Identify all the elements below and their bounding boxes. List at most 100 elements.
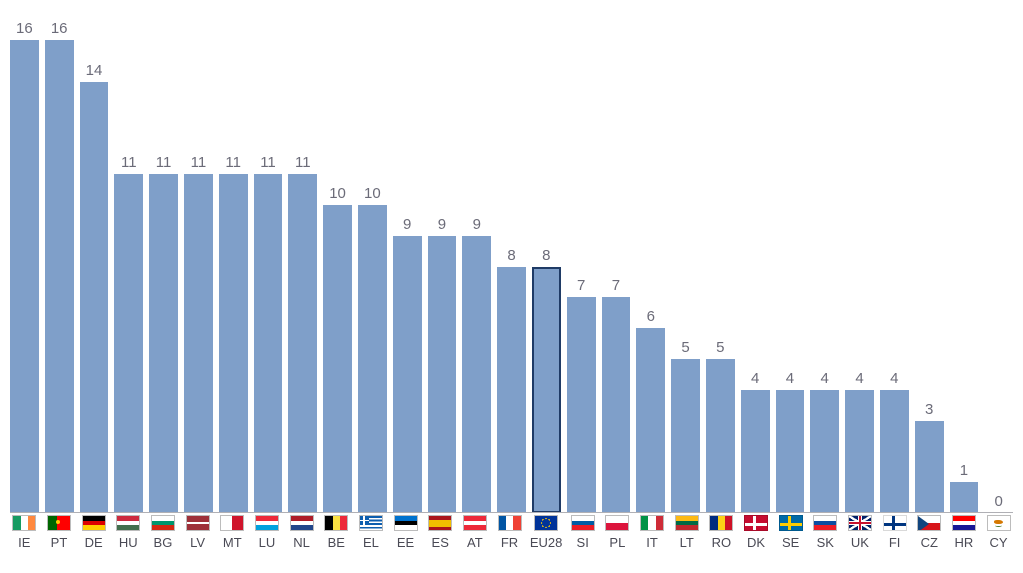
x-axis: IEPTDEHUBGLVMTLUNLBEELEEESATFREU28SIPLIT… xyxy=(10,515,1013,573)
x-tick-label: MT xyxy=(223,535,242,550)
x-tick-label: NL xyxy=(293,535,310,550)
bar xyxy=(602,297,631,513)
bar-column: 11 xyxy=(149,20,178,513)
x-tick: EE xyxy=(391,515,420,573)
sk-flag-icon xyxy=(813,515,837,531)
bar-column: 9 xyxy=(393,20,422,513)
x-tick: PT xyxy=(45,515,74,573)
bar xyxy=(915,421,944,513)
value-label: 16 xyxy=(16,20,33,37)
x-tick-label: DK xyxy=(747,535,765,550)
x-tick-label: AT xyxy=(467,535,483,550)
de-flag-icon xyxy=(82,515,106,531)
bar xyxy=(45,40,74,513)
fr-flag-icon xyxy=(498,515,522,531)
es-flag-icon xyxy=(428,515,452,531)
value-label: 6 xyxy=(647,308,655,325)
x-tick-label: CZ xyxy=(921,535,938,550)
value-label: 8 xyxy=(507,247,515,264)
bar-column: 16 xyxy=(45,20,74,513)
lu-flag-icon xyxy=(255,515,279,531)
value-label: 3 xyxy=(925,401,933,418)
value-label: 8 xyxy=(542,247,550,264)
se-flag-icon xyxy=(779,515,803,531)
value-label: 4 xyxy=(821,370,829,387)
bar xyxy=(114,174,143,513)
value-label: 14 xyxy=(86,62,103,79)
x-tick-label: FR xyxy=(501,535,518,550)
hu-flag-icon xyxy=(116,515,140,531)
bar xyxy=(741,390,770,513)
it-flag-icon xyxy=(640,515,664,531)
baseline xyxy=(10,512,1013,513)
lt-flag-icon xyxy=(675,515,699,531)
x-tick-label: DE xyxy=(85,535,103,550)
value-label: 10 xyxy=(329,185,346,202)
bar xyxy=(880,390,909,513)
bar-column: 11 xyxy=(114,20,143,513)
x-tick: LU xyxy=(253,515,282,573)
value-label: 11 xyxy=(225,154,241,171)
bar-column: 9 xyxy=(428,20,457,513)
x-tick: RO xyxy=(707,515,736,573)
bar-column: 3 xyxy=(915,20,944,513)
x-tick: DK xyxy=(742,515,771,573)
x-tick: DE xyxy=(79,515,108,573)
pl-flag-icon xyxy=(605,515,629,531)
cy-flag-icon xyxy=(987,515,1011,531)
x-tick-label: PT xyxy=(51,535,68,550)
bar xyxy=(184,174,213,513)
bar-column: 10 xyxy=(323,20,352,513)
bar-column: 11 xyxy=(184,20,213,513)
value-label: 5 xyxy=(681,339,689,356)
bar xyxy=(636,328,665,513)
x-tick: ES xyxy=(426,515,455,573)
x-tick-label: LT xyxy=(680,535,694,550)
plot-area: 1616141111111111111010999887765544444310 xyxy=(10,20,1013,513)
bar xyxy=(393,236,422,513)
x-tick: AT xyxy=(461,515,490,573)
x-tick: SK xyxy=(811,515,840,573)
x-tick: CZ xyxy=(915,515,944,573)
x-tick: BG xyxy=(149,515,178,573)
x-tick: FR xyxy=(495,515,524,573)
x-tick-label: SE xyxy=(782,535,799,550)
bar-highlight xyxy=(532,267,561,514)
bar-column: 8 xyxy=(497,20,526,513)
bar xyxy=(810,390,839,513)
x-tick: LV xyxy=(183,515,212,573)
x-tick-label: EE xyxy=(397,535,414,550)
value-label: 4 xyxy=(751,370,759,387)
mt-flag-icon xyxy=(220,515,244,531)
bar-column: 5 xyxy=(671,20,700,513)
value-label: 9 xyxy=(403,216,411,233)
value-label: 7 xyxy=(612,277,620,294)
x-tick: UK xyxy=(846,515,875,573)
at-flag-icon xyxy=(463,515,487,531)
x-tick-label: SK xyxy=(817,535,834,550)
bg-flag-icon xyxy=(151,515,175,531)
value-label: 5 xyxy=(716,339,724,356)
value-label: 4 xyxy=(855,370,863,387)
x-tick: BE xyxy=(322,515,351,573)
value-label: 9 xyxy=(473,216,481,233)
value-label: 10 xyxy=(364,185,381,202)
bar-column: 4 xyxy=(741,20,770,513)
x-tick-label: FI xyxy=(889,535,901,550)
bar xyxy=(845,390,874,513)
value-label: 4 xyxy=(786,370,794,387)
bar xyxy=(288,174,317,513)
si-flag-icon xyxy=(571,515,595,531)
bar-column: 10 xyxy=(358,20,387,513)
eu-flag-icon xyxy=(534,515,558,531)
value-label: 11 xyxy=(156,154,172,171)
bar xyxy=(428,236,457,513)
ie-flag-icon xyxy=(12,515,36,531)
x-tick: FI xyxy=(880,515,909,573)
x-tick: PL xyxy=(603,515,632,573)
hr-flag-icon xyxy=(952,515,976,531)
ee-flag-icon xyxy=(394,515,418,531)
bar-column: 11 xyxy=(254,20,283,513)
bar xyxy=(10,40,39,513)
bar-column: 7 xyxy=(602,20,631,513)
